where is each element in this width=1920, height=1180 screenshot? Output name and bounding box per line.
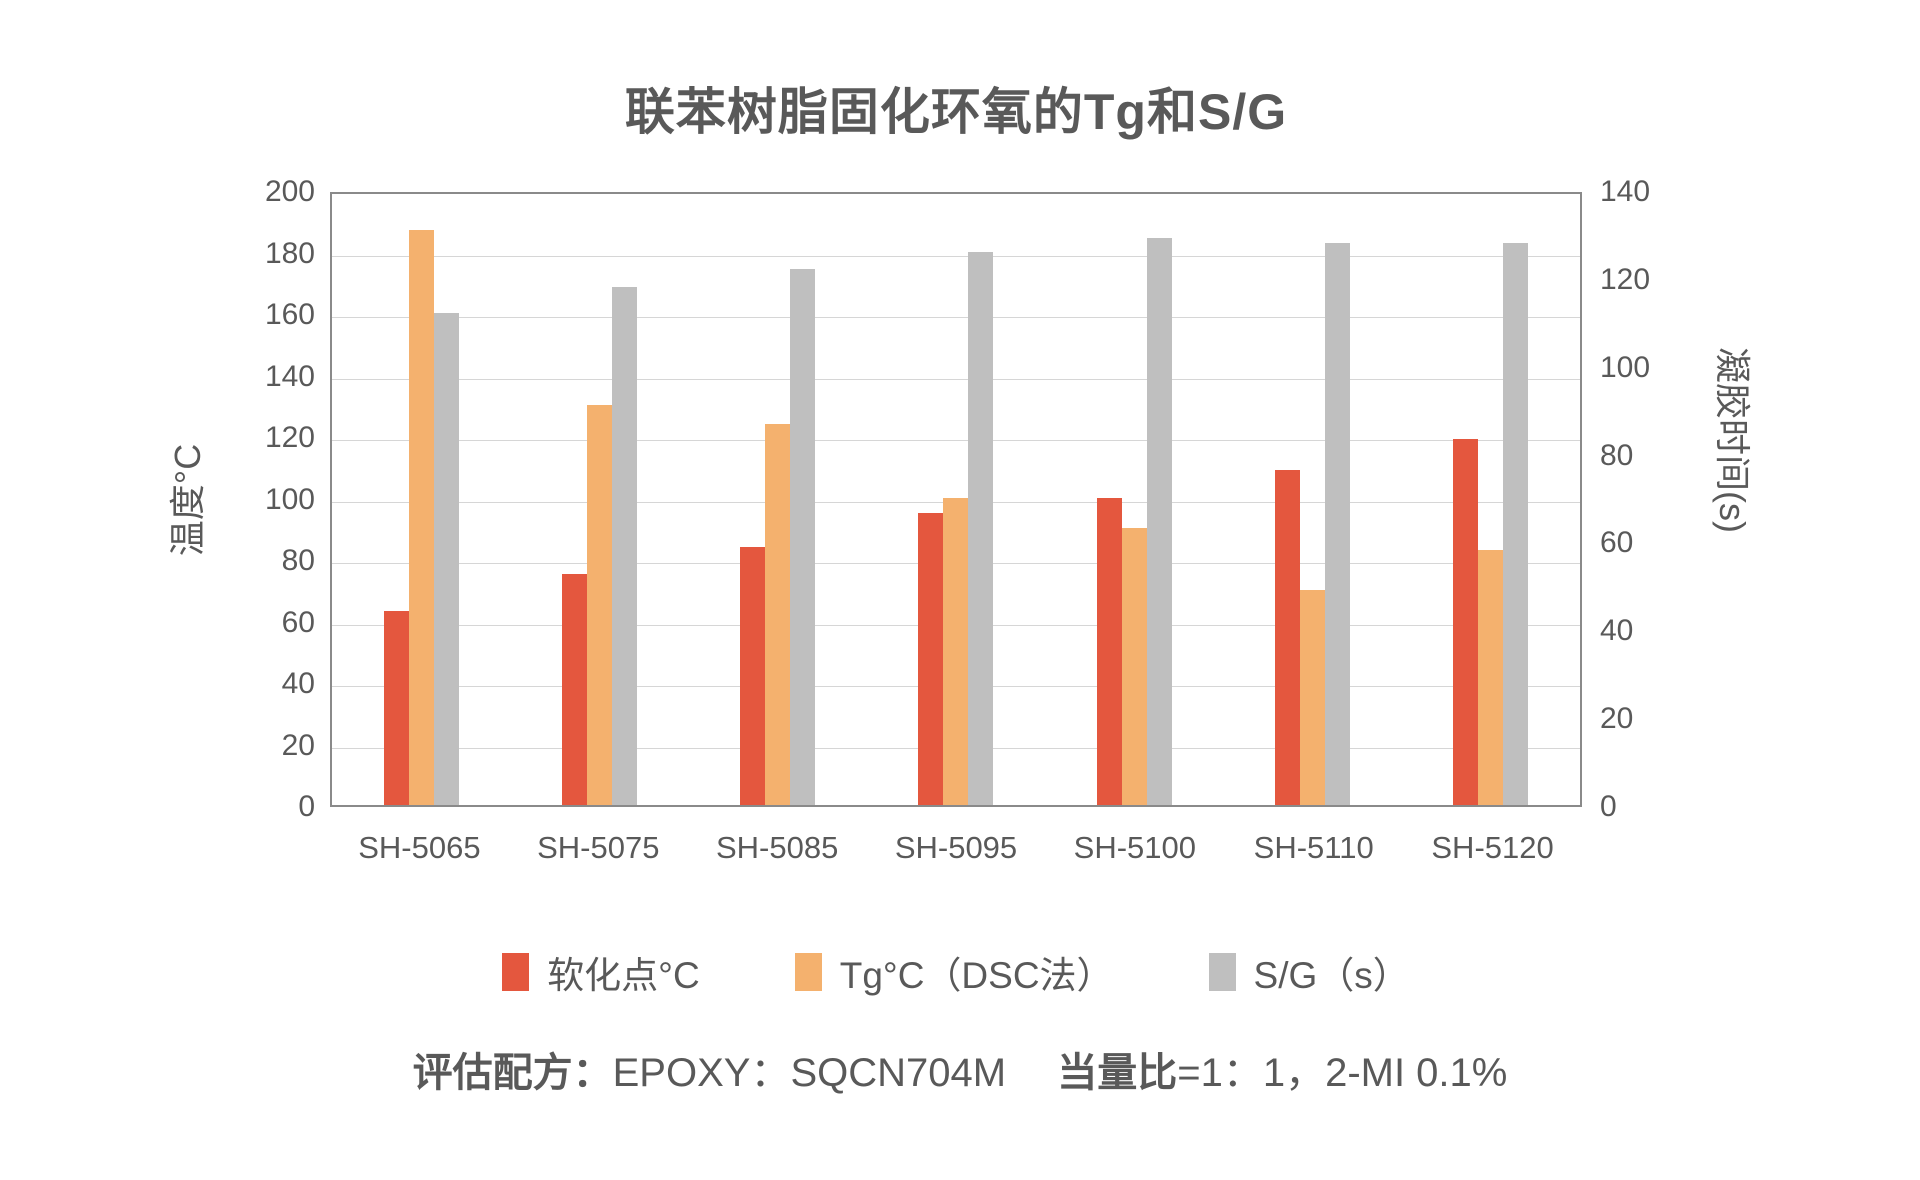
legend-label: Tg°C（DSC法）: [839, 955, 1114, 996]
bar-series2-SH-5100: [1121, 528, 1147, 805]
footer-bold-segment: 评估配方：: [412, 1051, 613, 1095]
left-tick-0: 0: [298, 790, 315, 823]
left-tick-180: 180: [264, 236, 315, 270]
bar-series1-SH-5095: [918, 512, 944, 805]
bar-series1-SH-5085: [740, 546, 766, 805]
x-label-SH-5120: SH-5120: [1431, 830, 1554, 865]
left-tick-160: 160: [264, 298, 315, 331]
legend-item-2: Tg°C（DSC法）: [794, 945, 1114, 999]
right-tick-0: 0: [1600, 790, 1617, 823]
bar-series1-SH-5100: [1096, 497, 1122, 805]
footer-note: 评估配方：EPOXY：SQCN704M 当量比=1：1，2-MI 0.1%: [150, 1040, 1770, 1098]
bar-series1-SH-5120: [1453, 439, 1479, 805]
bar-series2-SH-5085: [765, 423, 791, 805]
bar-series1-SH-5110: [1275, 469, 1301, 805]
right-axis-title: 凝胶时间(s): [1712, 347, 1753, 533]
legend-label: S/G（s）: [1253, 955, 1410, 996]
right-tick-120: 120: [1600, 262, 1651, 296]
plot-area: [330, 192, 1582, 807]
right-tick-100: 100: [1600, 350, 1651, 384]
legend-item-1: 软化点°C: [502, 945, 700, 999]
left-tick-80: 80: [281, 544, 315, 577]
bar-series3-SH-5110: [1325, 242, 1351, 805]
right-tick-60: 60: [1600, 526, 1634, 560]
left-tick-60: 60: [281, 605, 315, 639]
right-tick-20: 20: [1600, 702, 1634, 736]
legend-label: 软化点°C: [547, 955, 700, 996]
gridline: [332, 317, 1580, 318]
bar-series2-SH-5095: [943, 497, 969, 805]
bar-group-SH-5100: [1045, 194, 1223, 805]
x-label-SH-5110: SH-5110: [1253, 830, 1374, 865]
x-label-SH-5065: SH-5065: [358, 830, 481, 865]
bar-groups: [332, 194, 1580, 805]
x-label-SH-5100: SH-5100: [1073, 830, 1197, 865]
gridline: [332, 255, 1580, 257]
legend-swatch-icon: [1208, 953, 1236, 991]
left-tick-200: 200: [264, 175, 315, 208]
gridline: [332, 378, 1580, 380]
left-axis-title: 温度°C: [167, 443, 208, 557]
left-tick-20: 20: [281, 728, 315, 762]
bar-series3-SH-5100: [1146, 238, 1172, 805]
bar-series2-SH-5075: [586, 405, 612, 805]
right-tick-140: 140: [1600, 175, 1651, 208]
left-tick-40: 40: [281, 667, 315, 700]
right-tick-40: 40: [1600, 614, 1634, 648]
bar-series3-SH-5075: [611, 286, 637, 805]
bar-series3-SH-5120: [1503, 242, 1529, 805]
bar-series3-SH-5085: [790, 269, 816, 805]
bar-series2-SH-5065: [408, 229, 434, 805]
bar-group-SH-5075: [510, 194, 688, 805]
chart-title: 联苯树脂固化环氧的Tg和S/G: [624, 84, 1288, 140]
right-tick-80: 80: [1600, 438, 1634, 472]
bar-group-SH-5095: [867, 194, 1045, 805]
x-label-SH-5075: SH-5075: [537, 830, 660, 865]
bar-series3-SH-5065: [433, 313, 459, 805]
footer-segment: EPOXY：SQCN704M: [612, 1051, 1007, 1095]
legend-swatch-icon: [794, 953, 822, 991]
x-label-SH-5095: SH-5095: [894, 830, 1018, 865]
bar-group-SH-5120: [1402, 194, 1580, 805]
footer-segment: =1：1，2-MI 0.1%: [1177, 1051, 1508, 1095]
bar-series3-SH-5095: [968, 251, 994, 805]
left-tick-140: 140: [264, 359, 315, 393]
left-tick-100: 100: [264, 482, 315, 516]
x-label-SH-5085: SH-5085: [715, 830, 839, 865]
bar-series1-SH-5065: [383, 611, 409, 805]
bar-series2-SH-5110: [1300, 589, 1326, 805]
bar-group-SH-5085: [689, 194, 867, 805]
bar-series1-SH-5075: [561, 574, 587, 805]
footer-bold-segment: 当量比: [1006, 1051, 1178, 1095]
legend-item-3: S/G（s）: [1208, 945, 1410, 999]
left-tick-120: 120: [264, 421, 315, 454]
gridline: [332, 440, 1580, 441]
bar-group-SH-5065: [332, 194, 510, 805]
legend-swatch-icon: [502, 953, 530, 991]
bar-series2-SH-5120: [1478, 549, 1504, 805]
legend: 软化点°C Tg°C（DSC法） S/G（s）: [330, 945, 1582, 999]
bar-group-SH-5110: [1223, 194, 1401, 805]
